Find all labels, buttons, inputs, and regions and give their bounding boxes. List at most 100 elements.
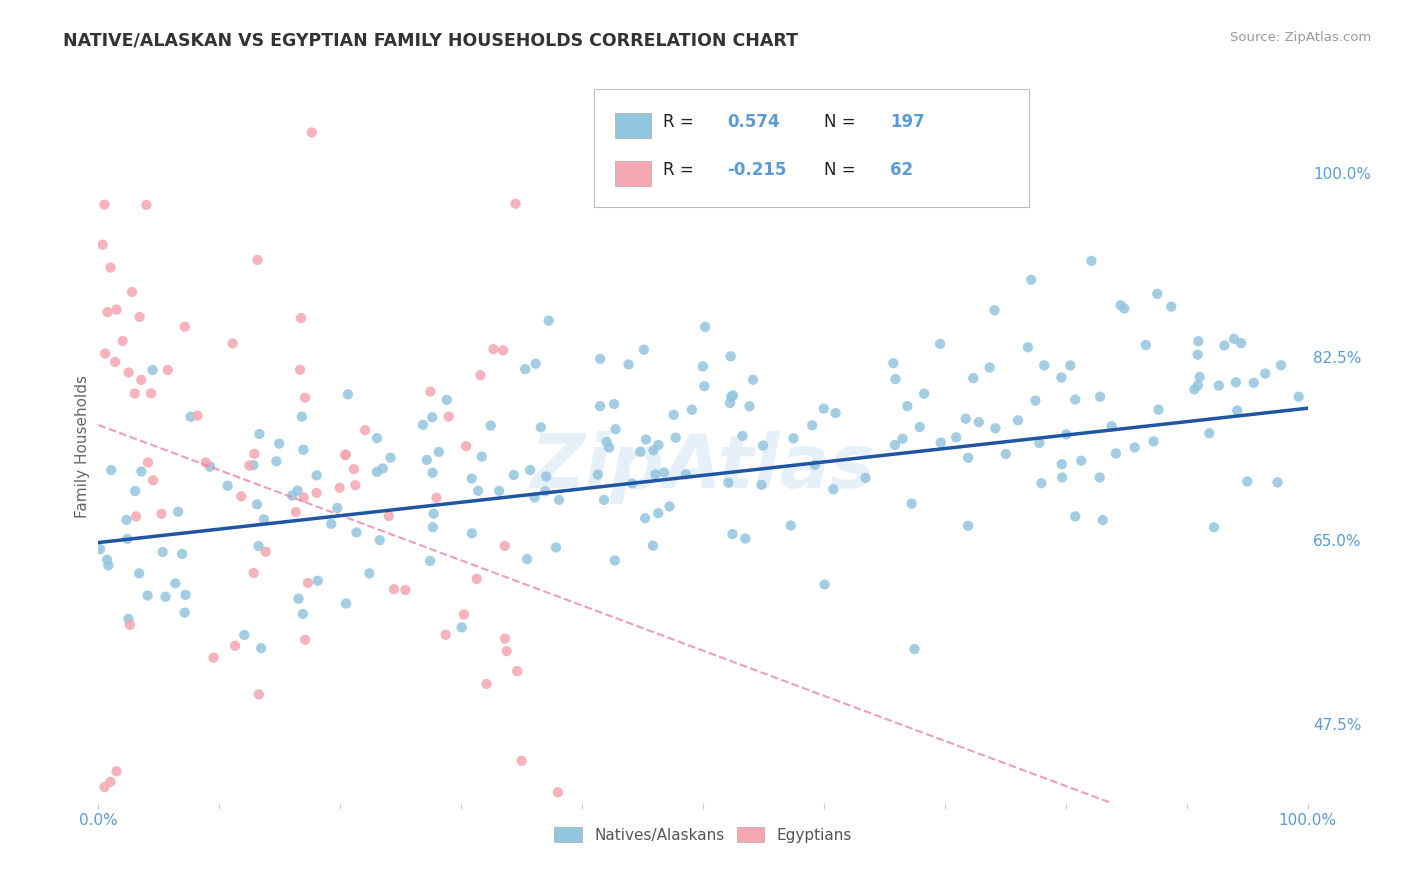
Point (461, 471, 484, 485)
Point (266, 454, 288, 468)
Point (287, 591, 309, 606)
Point (93, 197, 115, 211)
Point (1142, 434, 1164, 449)
Point (128, 566, 150, 581)
Point (354, 423, 377, 437)
Point (721, 527, 744, 541)
Point (344, 478, 367, 492)
Point (1160, 300, 1182, 314)
Point (801, 418, 824, 433)
Point (751, 478, 773, 492)
Point (634, 433, 657, 447)
Point (603, 397, 626, 411)
Point (470, 368, 492, 383)
Point (692, 359, 714, 374)
Point (471, 450, 494, 464)
Point (502, 467, 524, 482)
Point (752, 438, 775, 452)
Point (91, 237, 114, 252)
Point (524, 357, 547, 371)
Point (1225, 376, 1247, 390)
Legend: Natives/Alaskans, Egyptians: Natives/Alaskans, Egyptians (548, 821, 858, 848)
Text: N =: N = (824, 161, 860, 178)
Point (238, 458, 260, 473)
Point (420, 410, 443, 425)
FancyBboxPatch shape (595, 89, 1029, 207)
Point (246, 252, 269, 267)
Point (136, 589, 159, 603)
Point (984, 421, 1007, 435)
Point (422, 520, 444, 534)
Point (135, 198, 157, 212)
Point (884, 372, 907, 386)
Point (1123, 441, 1146, 455)
Point (1198, 426, 1220, 441)
Point (249, 427, 271, 442)
Point (742, 373, 765, 387)
Point (782, 431, 804, 445)
Point (141, 363, 163, 377)
Point (1146, 287, 1168, 301)
Point (1019, 273, 1042, 287)
Point (156, 363, 179, 377)
Point (908, 420, 931, 434)
Point (117, 532, 139, 546)
Point (335, 448, 357, 462)
Point (534, 484, 557, 499)
Point (891, 432, 914, 446)
Point (979, 360, 1001, 375)
Point (967, 415, 990, 429)
Point (617, 358, 640, 372)
Point (321, 516, 343, 531)
Point (111, 334, 134, 348)
Point (1236, 475, 1258, 489)
Point (136, 455, 159, 469)
Point (368, 533, 391, 548)
Point (644, 467, 666, 482)
Point (1050, 470, 1073, 484)
Point (336, 387, 359, 401)
Point (180, 409, 202, 424)
Point (253, 512, 276, 526)
Point (242, 566, 264, 580)
Point (896, 399, 918, 413)
Point (412, 417, 434, 432)
Point (717, 475, 740, 490)
Point (284, 505, 307, 519)
Point (292, 442, 315, 457)
Point (305, 486, 328, 500)
Point (1070, 454, 1092, 468)
Point (254, 545, 277, 559)
Point (307, 574, 329, 588)
Point (124, 386, 146, 401)
Point (301, 126, 323, 140)
Point (955, 411, 977, 425)
Point (465, 572, 488, 586)
Point (1080, 253, 1102, 268)
Point (366, 465, 388, 479)
Point (855, 471, 877, 485)
Point (456, 439, 478, 453)
Point (346, 525, 368, 540)
Point (247, 687, 270, 701)
Point (929, 337, 952, 351)
Text: Source: ZipAtlas.com: Source: ZipAtlas.com (1230, 31, 1371, 45)
Point (537, 313, 560, 327)
Point (139, 386, 162, 401)
Point (217, 479, 239, 493)
Point (335, 448, 357, 462)
Point (129, 373, 152, 387)
Y-axis label: Family Households: Family Households (75, 375, 90, 517)
Point (89, 542, 111, 557)
Point (634, 511, 657, 525)
Point (326, 500, 349, 515)
Point (100, 260, 122, 275)
Point (297, 575, 319, 590)
Point (586, 467, 609, 482)
Point (900, 497, 922, 511)
Point (198, 459, 221, 474)
Text: -0.215: -0.215 (727, 161, 786, 178)
Point (422, 466, 444, 480)
Point (1109, 298, 1132, 312)
Point (510, 754, 533, 768)
